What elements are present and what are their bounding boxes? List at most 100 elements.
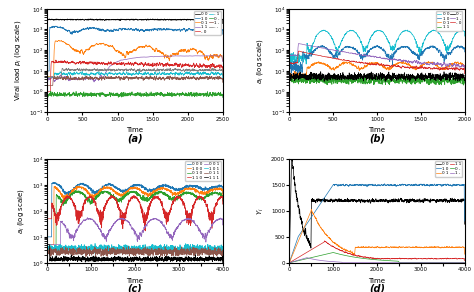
0 0 — [462, 223, 467, 226]
Line: 0 -: 0 - — [289, 253, 465, 263]
1 - — [302, 43, 308, 47]
0 1 — [220, 59, 226, 62]
1 1 1 — [79, 258, 85, 261]
0 0 — [462, 34, 467, 38]
0 - — [48, 90, 54, 93]
1 0 — [392, 51, 398, 55]
0 1 0 — [164, 193, 170, 197]
Line: 1 0: 1 0 — [289, 45, 465, 74]
- 1 — [220, 78, 226, 81]
Line: 1 1 1: 1 1 1 — [47, 245, 223, 264]
- 1 — [96, 70, 101, 74]
0 1 — [431, 62, 437, 65]
Line: 1 0: 1 0 — [289, 184, 465, 263]
- - — [61, 68, 67, 72]
1 0 — [61, 27, 67, 31]
1 0 — [374, 184, 380, 187]
0 - — [296, 76, 301, 79]
1 1 — [461, 83, 466, 87]
1 1 — [361, 256, 367, 259]
1 - — [392, 57, 398, 60]
1 0 0 — [75, 184, 81, 188]
Line: 0 1 1: 0 1 1 — [47, 246, 223, 259]
0 0 — [291, 53, 296, 57]
0 0 0 — [133, 183, 138, 187]
- 0 — [392, 64, 398, 67]
Legend: 0 0, 1 0, 0 1, 1 1, 0 -, 1 -: 0 0, 1 0, 0 1, 1 1, 0 -, 1 - — [435, 161, 463, 177]
1 0 — [462, 219, 467, 223]
1 1 — [212, 54, 218, 58]
0 1 — [392, 63, 398, 67]
0 1 0 — [79, 191, 85, 195]
1 1 1 — [133, 257, 138, 260]
1 0 0 — [220, 194, 226, 198]
1 0 — [286, 70, 292, 74]
1 0 1 — [164, 245, 170, 249]
1 0 — [96, 28, 101, 32]
- - — [64, 67, 69, 70]
0 - — [318, 70, 324, 73]
0 0 — [374, 199, 380, 202]
0 1 0 — [133, 191, 138, 195]
1 - — [311, 258, 317, 261]
1 1 1 — [164, 258, 170, 262]
0 1 — [286, 78, 292, 81]
Line: 1 0 0: 1 0 0 — [47, 186, 223, 251]
1 1 0 — [143, 229, 148, 233]
0 - — [302, 73, 308, 76]
1 - — [296, 42, 301, 45]
1 1 — [220, 60, 226, 63]
1 0 — [363, 183, 369, 187]
0 1 0 — [121, 194, 127, 198]
1 - — [78, 77, 84, 80]
0 0 — [220, 22, 226, 25]
1 1 — [45, 82, 50, 85]
1 1 — [291, 79, 296, 83]
0 - — [374, 258, 380, 262]
0 1 — [406, 245, 411, 249]
- 1 — [51, 75, 57, 79]
1 1 0 — [133, 195, 138, 199]
0 - — [311, 255, 317, 259]
0 0 1 — [85, 216, 91, 220]
0 1 1 — [69, 249, 75, 253]
1 1 — [374, 256, 380, 260]
0 - — [291, 72, 296, 76]
1 0 1 — [133, 247, 138, 250]
1 0 0 — [121, 192, 127, 196]
Line: 0 0 0: 0 0 0 — [47, 182, 223, 243]
Y-axis label: Viral load $p_i$ (log scale): Viral load $p_i$ (log scale) — [13, 20, 23, 101]
- 0 — [286, 67, 292, 70]
0 1 — [51, 53, 57, 57]
0 1 — [78, 48, 84, 52]
- 1 — [78, 72, 84, 75]
0 1 — [79, 48, 84, 52]
0 0 — [78, 18, 84, 21]
0 1 — [374, 245, 380, 248]
0 0 — [392, 47, 397, 50]
0 1 — [135, 47, 140, 50]
0 0 — [430, 28, 436, 32]
1 0 — [220, 32, 226, 36]
- 0 — [297, 49, 302, 53]
1 - — [61, 76, 67, 79]
0 0 — [302, 55, 308, 59]
0 0 — [135, 18, 140, 22]
Line: 1 1: 1 1 — [47, 56, 223, 84]
- 1 — [79, 72, 84, 75]
0 - — [431, 76, 437, 79]
0 0 1 — [119, 216, 125, 220]
0 0 — [352, 30, 357, 34]
0 1 0 — [45, 254, 50, 258]
1 0 — [361, 184, 367, 187]
1 1 — [363, 256, 369, 259]
0 0 0 — [164, 184, 170, 187]
Line: 1 -: 1 - — [289, 258, 465, 263]
0 1 — [352, 64, 357, 67]
1 - — [51, 76, 57, 80]
1 1 1 — [220, 262, 226, 265]
0 - — [462, 261, 467, 264]
0 - — [96, 93, 101, 96]
Text: (a): (a) — [127, 133, 143, 143]
1 1 0 — [108, 194, 114, 197]
